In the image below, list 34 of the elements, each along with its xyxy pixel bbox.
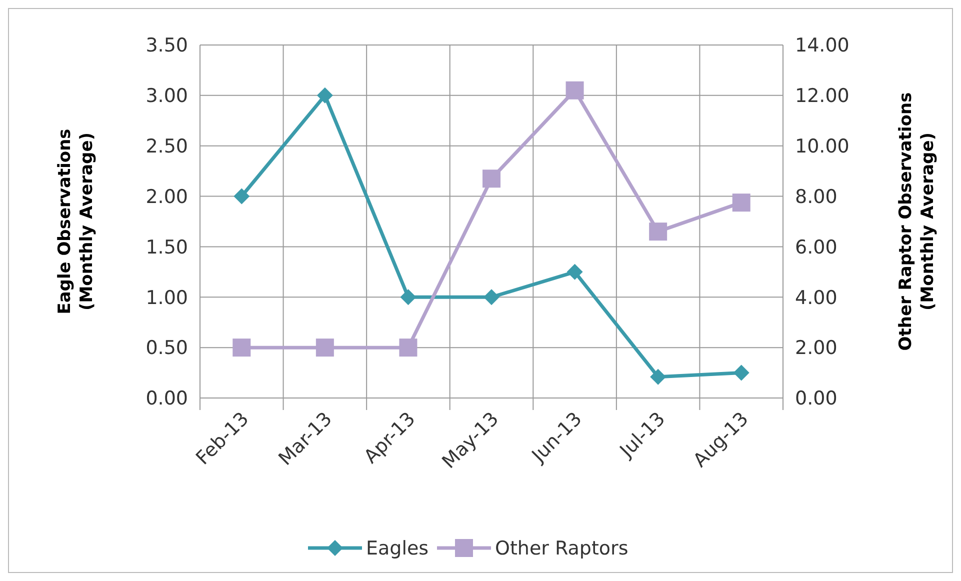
point [316,87,333,104]
y2-tick-label: 2.00 [795,337,838,360]
point [650,368,666,385]
y-tick-label: 0.00 [146,388,188,410]
y2-tick-label: 10.00 [795,136,850,158]
point [400,289,416,306]
y-tick-label: 2.00 [146,186,188,208]
y-tick-label: 2.50 [146,136,188,158]
point [482,170,500,188]
y2-tick-label: 12.00 [795,85,850,108]
y2-axis-title: Other Raptor Observations (Monthly Average) [896,92,938,351]
point [566,264,583,280]
point [732,194,750,212]
y2-tick-label: 14.00 [795,34,850,57]
point [649,222,668,241]
point [733,364,750,381]
y-tick-label: 3.50 [146,34,188,57]
y-tick-label: 0.50 [146,337,188,360]
point [234,188,250,204]
point [232,338,251,357]
point [566,81,584,100]
y-tick-label: 1.50 [146,236,188,258]
y2-tick-label: 6.00 [795,236,838,258]
y-axis-title: Eagle Observations (Monthly Average) [55,128,97,314]
legend-label: Eagles [366,538,429,560]
y2-tick-label: 8.00 [795,186,838,208]
point [484,289,500,306]
y2-tick-label: 0.00 [795,388,838,410]
y-tick-label: 3.00 [146,85,188,108]
y-tick-label: 1.00 [146,286,188,309]
y2-tick-label: 4.00 [795,286,838,309]
point [399,338,418,357]
point [316,338,334,357]
legend-label: Other Raptors [495,538,628,560]
